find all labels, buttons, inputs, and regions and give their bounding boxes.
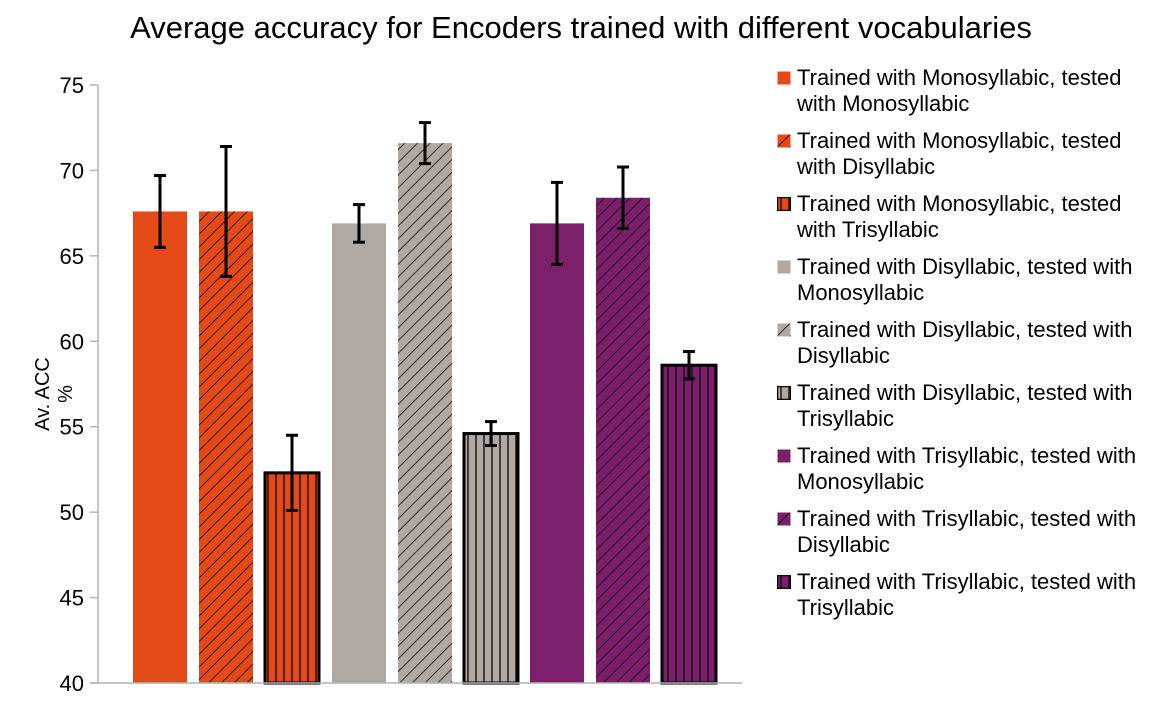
legend-item: Trained with Disyllabic, tested with Mon… xyxy=(775,254,1160,317)
error-bar xyxy=(220,145,232,278)
chart-plot-area: 75 70 65 60 55 50 45 40 xyxy=(60,73,742,696)
legend-swatch xyxy=(777,512,791,526)
error-bar xyxy=(485,420,497,448)
legend-label: Trained with Trisyllabic, tested with Mo… xyxy=(797,443,1137,494)
bar xyxy=(332,223,386,683)
y-tick-label: 65 xyxy=(60,244,84,269)
legend-item: Trained with Monosyllabic, tested with M… xyxy=(775,65,1160,128)
legend-label: Trained with Monosyllabic, tested with T… xyxy=(797,191,1122,242)
legend-item: Trained with Trisyllabic, tested with Mo… xyxy=(775,443,1160,506)
bar xyxy=(660,363,718,685)
legend-item: Trained with Trisyllabic, tested with Tr… xyxy=(775,569,1160,632)
bar xyxy=(133,211,187,684)
chart-title: Average accuracy for Encoders trained wi… xyxy=(130,10,1032,45)
legend-label: Trained with Monosyllabic, tested with D… xyxy=(797,128,1122,179)
legend-swatch xyxy=(777,134,791,148)
legend-swatch xyxy=(777,575,791,589)
legend-item: Trained with Disyllabic, tested with Dis… xyxy=(775,317,1160,380)
y-tick-label: 50 xyxy=(60,500,84,525)
legend-item: Trained with Monosyllabic, tested with D… xyxy=(775,128,1160,191)
y-tick-label: 75 xyxy=(60,73,84,98)
legend-label: Trained with Disyllabic, tested with Tri… xyxy=(797,380,1133,431)
legend-label: Trained with Trisyllabic, tested with Di… xyxy=(797,506,1137,557)
legend-item: Trained with Trisyllabic, tested with Di… xyxy=(775,506,1160,569)
axis-layer: 75 70 65 60 55 50 45 40 xyxy=(60,73,742,696)
legend-label: Trained with Monosyllabic, tested with M… xyxy=(797,65,1122,116)
y-tick-label: 60 xyxy=(60,329,84,354)
legend-swatch xyxy=(777,71,791,85)
error-bar xyxy=(154,174,166,249)
y-tick-label: 40 xyxy=(60,671,84,696)
error-bar xyxy=(419,121,431,166)
legend-swatch xyxy=(777,260,791,274)
legend-item: Trained with Monosyllabic, tested with T… xyxy=(775,191,1160,254)
bar xyxy=(596,197,650,683)
bar xyxy=(398,143,452,683)
bar xyxy=(199,211,253,684)
legend-label: Trained with Disyllabic, tested with Mon… xyxy=(797,254,1133,305)
bar xyxy=(530,223,584,683)
error-bar xyxy=(286,433,298,512)
error-bar xyxy=(617,165,629,231)
error-bar xyxy=(551,180,563,266)
error-bar xyxy=(683,350,695,381)
legend-swatch xyxy=(777,197,791,211)
error-bar xyxy=(353,203,365,244)
bar xyxy=(462,432,520,685)
y-tick-label: 55 xyxy=(60,415,84,440)
legend-item: Trained with Disyllabic, tested with Tri… xyxy=(775,380,1160,443)
bars-layer xyxy=(133,121,718,685)
legend-swatch xyxy=(777,386,791,400)
legend-label: Trained with Trisyllabic, tested with Tr… xyxy=(797,569,1137,620)
legend-swatch xyxy=(777,449,791,463)
legend-swatch xyxy=(777,323,791,337)
y-tick-label: 70 xyxy=(60,158,84,183)
legend: Trained with Monosyllabic, tested with M… xyxy=(775,65,1160,632)
y-tick-label: 45 xyxy=(60,586,84,611)
legend-label: Trained with Disyllabic, tested with Dis… xyxy=(797,317,1133,368)
